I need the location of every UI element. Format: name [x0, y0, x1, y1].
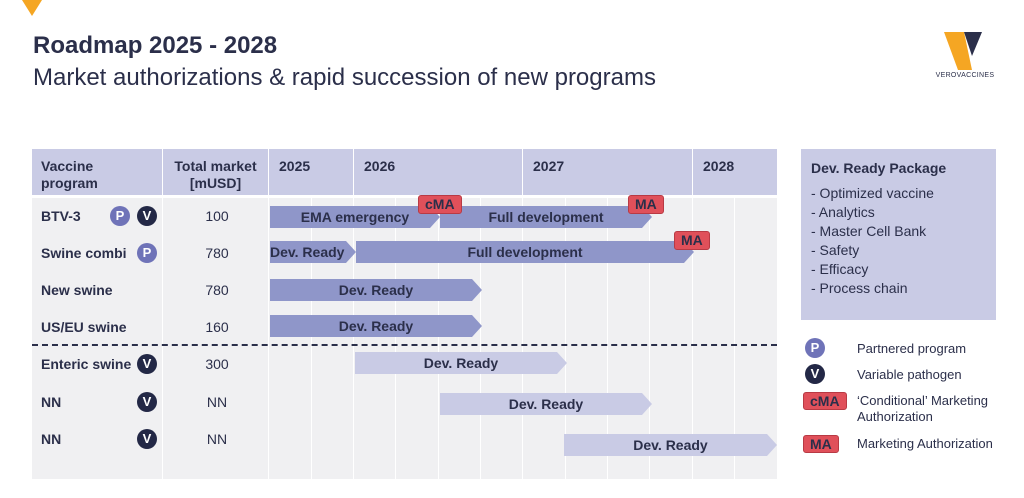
- market-value: NN: [206, 394, 228, 410]
- row-label-nn: NN: [41, 394, 62, 410]
- ma-milestone-tag: MA: [628, 195, 664, 214]
- legend-ma-tag: MA: [803, 435, 839, 453]
- grid-line: [268, 149, 269, 479]
- package-item: - Optimized vaccine: [811, 185, 934, 201]
- package-item: - Master Cell Bank: [811, 223, 927, 239]
- header-market-cell: Total market [mUSD]: [163, 149, 268, 195]
- legend-ma-label: Marketing Authorization: [857, 436, 993, 451]
- row-label-swine-combi: Swine combi: [41, 245, 127, 261]
- company-logo: VEROVACCINES: [930, 30, 1000, 82]
- variable-badge-icon: V: [137, 392, 157, 412]
- row-label-nn: NN: [41, 431, 62, 447]
- header-year-2026: 2026: [354, 149, 522, 195]
- legend-variable-icon: V: [805, 364, 825, 384]
- grid-line: [480, 195, 481, 479]
- grid-line: [607, 195, 608, 479]
- variable-badge-icon: V: [137, 206, 157, 226]
- header-year-2025: 2025: [269, 149, 353, 195]
- bar-ema-emergency: EMA emergency: [270, 206, 440, 228]
- header-year-2027: 2027: [523, 149, 692, 195]
- header-separator: [32, 195, 777, 198]
- grid-line: [565, 195, 566, 479]
- section-divider: [32, 344, 777, 346]
- market-value: 780: [205, 282, 229, 298]
- year-label-2028: 2028: [703, 158, 735, 174]
- page-subtitle: Market authorizations & rapid succession…: [33, 64, 656, 91]
- row-label-btv3: BTV-3: [41, 208, 81, 224]
- package-item: - Efficacy: [811, 261, 869, 277]
- header-year-2028: 2028: [693, 149, 777, 195]
- bar-dev-ready: Dev. Ready: [355, 352, 567, 374]
- grid-line: [734, 195, 735, 479]
- grid-line: [438, 195, 439, 479]
- row-label-enteric-swine: Enteric swine: [41, 356, 132, 372]
- market-value: 100: [205, 208, 229, 224]
- logo-text: VEROVACCINES: [935, 72, 995, 79]
- header-market-line2: [mUSD]: [189, 175, 242, 191]
- market-value: 160: [205, 319, 229, 335]
- market-value: 780: [205, 245, 229, 261]
- legend-cma-tag: cMA: [803, 392, 847, 410]
- cma-milestone-tag: cMA: [418, 195, 462, 214]
- header-program-line1: Vaccine: [41, 158, 94, 174]
- grid-line: [395, 195, 396, 479]
- legend-partnered-icon: P: [805, 338, 825, 358]
- bar-dev-ready: Dev. Ready: [270, 315, 482, 337]
- variable-badge-icon: V: [137, 354, 157, 374]
- bar-dev-ready: Dev. Ready: [270, 279, 482, 301]
- row-label-new-swine: New swine: [41, 282, 113, 298]
- row-label-us-eu-swine: US/EU swine: [41, 319, 127, 335]
- roadmap-chart: Vaccine program Total market [mUSD] 2025…: [32, 149, 777, 479]
- grid-line: [311, 195, 312, 479]
- partnered-badge-icon: P: [110, 206, 130, 226]
- grid-line: [522, 149, 523, 479]
- package-item: - Analytics: [811, 204, 875, 220]
- variable-badge-icon: V: [137, 429, 157, 449]
- market-value: 300: [205, 356, 229, 372]
- dev-ready-package-box: Dev. Ready Package - Optimized vaccine -…: [801, 149, 996, 320]
- package-item: - Safety: [811, 242, 860, 258]
- bar-dev-ready: Dev. Ready: [564, 434, 777, 456]
- corner-accent-mark: [22, 0, 42, 16]
- grid-line: [353, 149, 354, 479]
- grid-line: [162, 149, 163, 479]
- legend-partnered-label: Partnered program: [857, 341, 967, 356]
- page-title: Roadmap 2025 - 2028: [33, 32, 278, 59]
- bar-full-development: Full development: [356, 241, 694, 263]
- package-item: - Process chain: [811, 280, 908, 296]
- bar-full-development: Full development: [440, 206, 652, 228]
- partnered-badge-icon: P: [137, 243, 157, 263]
- header-market-line1: Total market: [174, 158, 257, 174]
- bar-dev-ready: Dev. Ready: [440, 393, 652, 415]
- grid-line: [692, 149, 693, 479]
- legend-cma-label: ‘Conditional’ Marketing Authorization: [857, 393, 989, 424]
- ma-milestone-tag: MA: [674, 231, 710, 250]
- header-program-cell: Vaccine program: [32, 149, 162, 195]
- grid-line: [649, 195, 650, 479]
- year-label-2027: 2027: [533, 158, 565, 174]
- header-program-line2: program: [41, 175, 98, 191]
- year-label-2025: 2025: [279, 158, 311, 174]
- market-value: NN: [206, 431, 228, 447]
- year-label-2026: 2026: [364, 158, 396, 174]
- bar-dev-ready: Dev. Ready: [270, 241, 356, 263]
- logo-v-icon: [944, 32, 982, 70]
- legend-variable-label: Variable pathogen: [857, 367, 962, 382]
- package-title: Dev. Ready Package: [811, 160, 947, 176]
